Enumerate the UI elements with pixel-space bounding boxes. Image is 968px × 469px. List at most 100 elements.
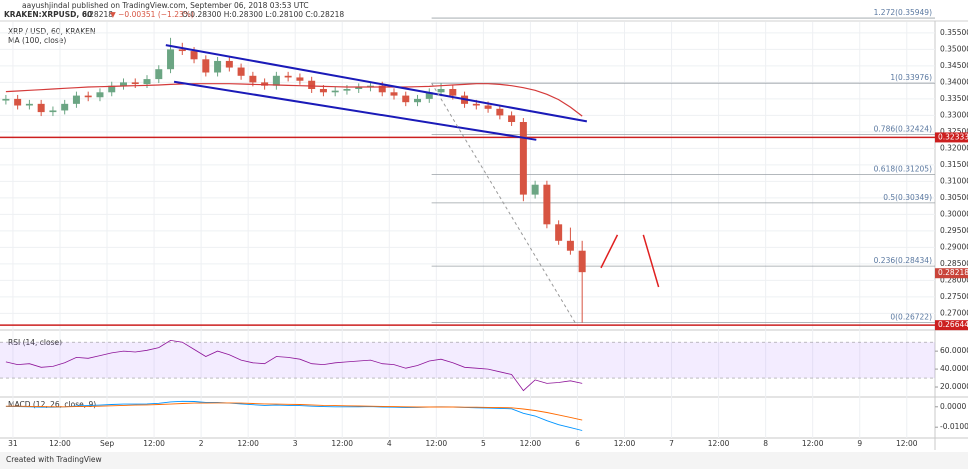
trendline (165, 44, 588, 123)
candle-body (261, 82, 269, 86)
candle-body (472, 103, 480, 106)
candle-body (508, 115, 516, 122)
fib-label: 0.618(0.31205) (874, 165, 932, 174)
price-tag-label: 0.32333 (938, 132, 968, 141)
candle-body (284, 75, 292, 78)
candle-body (225, 60, 233, 68)
x-tick-label: 12:00 (331, 439, 353, 448)
candle-body (531, 184, 539, 195)
fib-label: 0.5(0.30349) (883, 193, 932, 202)
candle-body (578, 250, 586, 273)
candle-body (496, 108, 504, 116)
candle-body (249, 75, 257, 83)
candle-body (84, 95, 92, 98)
y-tick-label: 0.33500 (940, 94, 968, 103)
x-tick-label: 9 (857, 439, 862, 448)
candle-body (119, 82, 127, 86)
x-tick-label: 12:00 (237, 439, 259, 448)
candle-body (449, 88, 457, 96)
candle-body (402, 95, 410, 103)
candle-body (331, 90, 339, 93)
candle-body (343, 88, 351, 91)
candle-body (14, 98, 22, 106)
ma-legend: MA (100, close) (8, 36, 66, 45)
y-tick-label: 0.29000 (940, 242, 968, 251)
candle-body (108, 85, 116, 93)
rsi-tick-label: 40.0000 (940, 364, 968, 373)
change-quote: ▼ −0.00351 (−1.23%) (110, 10, 194, 19)
y-tick-label: 0.30500 (940, 193, 968, 202)
x-tick-label: 12:00 (896, 439, 918, 448)
candle-body (143, 79, 151, 85)
x-tick-label: Sep (100, 439, 114, 448)
x-tick-label: 31 (8, 439, 18, 448)
candle-body (566, 240, 574, 251)
y-tick-label: 0.28500 (940, 259, 968, 268)
macd-line (5, 402, 583, 421)
ohlc-quote: O:0.28300 H:0.28300 L:0.28100 C:0.28218 (182, 10, 344, 19)
price-tag-label: 0.26644 (938, 320, 968, 329)
candle-body (155, 69, 163, 80)
x-tick-label: 12:00 (49, 439, 71, 448)
footer: Created with TradingView (6, 455, 102, 464)
candle-body (237, 67, 245, 76)
candle-body (96, 92, 104, 98)
fib-label: 1(0.33976) (890, 73, 932, 82)
fib-label: 0(0.26722) (890, 313, 932, 322)
candle-body (214, 60, 222, 73)
candle-body (390, 92, 398, 96)
candle-body (414, 98, 422, 103)
candle-body (378, 85, 386, 93)
footer-bar (0, 452, 968, 469)
macd-tick-label: 0.0000 (940, 402, 966, 411)
x-tick-label: 12:00 (708, 439, 730, 448)
candle-body (519, 122, 527, 195)
price-tag (935, 320, 968, 331)
candle-body (272, 75, 280, 86)
rsi-tick-label: 60.0000 (940, 346, 968, 355)
candle-body (355, 87, 363, 89)
y-tick-label: 0.32000 (940, 143, 968, 152)
candle-body (296, 77, 304, 81)
symbol-legend: XRP / USD, 60, KRAKEN (8, 27, 96, 36)
candle-body (61, 103, 69, 111)
trendline (431, 82, 576, 323)
trendline (173, 80, 537, 141)
x-tick-label: 6 (575, 439, 580, 448)
y-tick-label: 0.31500 (940, 160, 968, 169)
price-tag (935, 132, 968, 143)
x-tick-label: 8 (763, 439, 768, 448)
y-tick-label: 0.33000 (940, 110, 968, 119)
rsi-band (0, 342, 935, 379)
candle-body (37, 103, 45, 113)
x-tick-label: 12:00 (426, 439, 448, 448)
trendline (600, 234, 619, 269)
candle-body (190, 51, 198, 60)
x-tick-label: 4 (387, 439, 392, 448)
x-tick-label: 7 (669, 439, 674, 448)
x-tick-label: 12:00 (614, 439, 636, 448)
candle-body (484, 105, 492, 109)
rsi-legend: RSI (14, close) (8, 338, 62, 347)
candle-body (167, 49, 175, 70)
last-price-tag (935, 268, 968, 279)
y-tick-label: 0.28000 (940, 275, 968, 284)
x-tick-label: 2 (199, 439, 204, 448)
candle-body (543, 184, 551, 225)
x-tick-label: 5 (481, 439, 486, 448)
y-tick-label: 0.30000 (940, 209, 968, 218)
fib-label: 1.272(0.35949) (874, 8, 932, 17)
last-price-label: 0.28218 (938, 268, 968, 277)
rsi-tick-label: 20.0000 (940, 382, 968, 391)
y-tick-label: 0.27000 (940, 308, 968, 317)
x-tick-label: 12:00 (143, 439, 165, 448)
y-tick-label: 0.29500 (940, 226, 968, 235)
x-tick-label: 12:00 (520, 439, 542, 448)
candle-body (178, 49, 186, 52)
candle-body (425, 92, 433, 99)
candle-body (131, 82, 139, 85)
y-tick-label: 0.34500 (940, 61, 968, 70)
symbol-header: KRAKEN:XRPUSD, 60 (4, 10, 92, 19)
candle-body (437, 88, 445, 93)
